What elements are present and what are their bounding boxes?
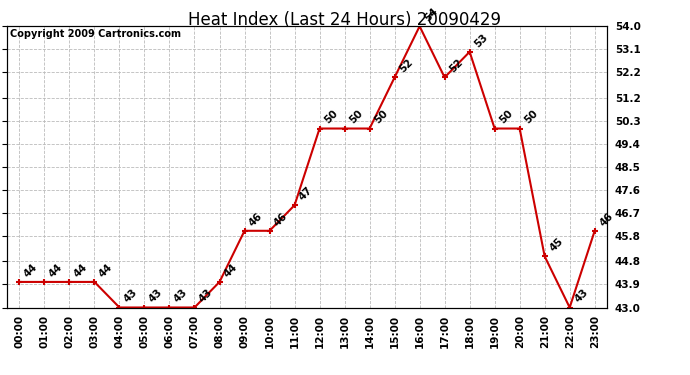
Text: 54: 54 xyxy=(422,6,440,24)
Text: 43: 43 xyxy=(197,287,215,305)
Text: 50: 50 xyxy=(322,108,339,126)
Text: 53: 53 xyxy=(473,32,490,49)
Text: 43: 43 xyxy=(573,287,590,305)
Text: Copyright 2009 Cartronics.com: Copyright 2009 Cartronics.com xyxy=(10,29,181,39)
Text: 43: 43 xyxy=(147,287,165,305)
Text: 46: 46 xyxy=(598,211,615,228)
Text: 47: 47 xyxy=(297,185,315,202)
Text: 50: 50 xyxy=(497,108,515,126)
Text: 44: 44 xyxy=(47,262,65,279)
Text: Heat Index (Last 24 Hours) 20090429: Heat Index (Last 24 Hours) 20090429 xyxy=(188,11,502,29)
Text: 45: 45 xyxy=(547,236,565,254)
Text: 46: 46 xyxy=(273,211,290,228)
Text: 44: 44 xyxy=(22,262,40,279)
Text: 43: 43 xyxy=(122,287,139,305)
Text: 43: 43 xyxy=(172,287,190,305)
Text: 52: 52 xyxy=(397,57,415,75)
Text: 46: 46 xyxy=(247,211,265,228)
Text: 44: 44 xyxy=(72,262,90,279)
Text: 50: 50 xyxy=(373,108,390,126)
Text: 52: 52 xyxy=(447,57,465,75)
Text: 50: 50 xyxy=(522,108,540,126)
Text: 44: 44 xyxy=(222,262,240,279)
Text: 44: 44 xyxy=(97,262,115,279)
Text: 50: 50 xyxy=(347,108,365,126)
